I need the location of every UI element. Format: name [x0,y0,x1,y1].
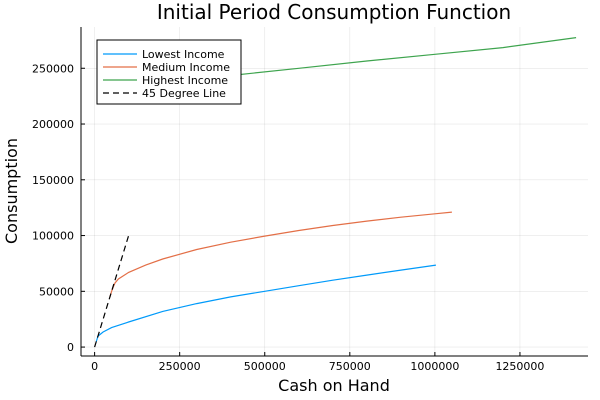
x-tick-label: 750000 [329,360,371,373]
y-tick-label: 100000 [32,230,74,243]
y-tick-label: 200000 [32,118,74,131]
x-tick-label: 500000 [244,360,286,373]
y-axis-title: Consumption [2,138,21,244]
x-tick-label: 250000 [159,360,201,373]
y-ticks: 0 50000 100000 150000 200000 250000 [32,62,85,354]
y-tick-label: 150000 [32,174,74,187]
legend-label: Medium Income [142,61,230,74]
legend-label: Highest Income [142,74,228,87]
legend-label: 45 Degree Line [142,87,226,100]
chart-title: Initial Period Consumption Function [157,0,511,24]
y-tick-label: 250000 [32,62,74,75]
x-tick-label: 1000000 [410,360,459,373]
x-tick-label: 1250000 [495,360,544,373]
legend-label: Lowest Income [142,48,225,61]
x-tick-label: 0 [91,360,98,373]
x-ticks: 0 250000 500000 750000 1000000 1250000 [91,352,544,373]
series-line-medium-income [109,211,452,298]
y-tick-label: 0 [67,341,74,354]
legend-box [96,39,242,105]
y-grid [81,67,588,348]
y-tick-label: 50000 [39,285,74,298]
x-axis-title: Cash on Hand [278,376,390,395]
series-line-lowest-income [95,264,436,342]
